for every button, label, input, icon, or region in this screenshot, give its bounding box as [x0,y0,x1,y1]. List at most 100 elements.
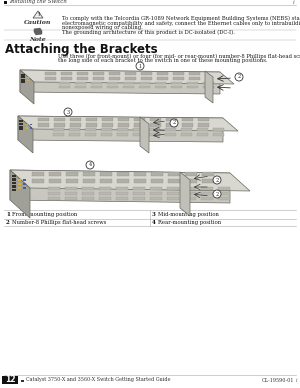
Bar [149,128,160,131]
Bar [116,187,128,190]
Bar [198,118,209,121]
Bar [48,187,60,190]
Bar [18,187,20,189]
Polygon shape [20,70,234,84]
Text: Number-8 Phillips flat-head screws: Number-8 Phillips flat-head screws [12,220,106,225]
Text: 12: 12 [5,376,15,385]
Bar [218,192,230,195]
Bar [133,192,145,195]
Bar [139,81,150,84]
Bar [18,183,20,185]
Bar [54,123,65,126]
Bar [133,128,144,131]
Bar [184,197,196,200]
Bar [32,178,44,183]
Bar [181,132,192,135]
Bar [151,171,163,176]
Text: To comply with the Telcordia GR-1089 Network Equipment Building Systems (NEBS) s: To comply with the Telcordia GR-1089 Net… [62,16,300,21]
Bar [213,132,224,135]
Bar [171,85,182,88]
Circle shape [64,108,72,116]
Text: electromagnetic compatibility and safety, connect the Ethernet cables only to in: electromagnetic compatibility and safety… [62,21,300,26]
Bar [66,178,78,183]
Bar [53,132,64,135]
Circle shape [213,176,221,184]
Bar [141,72,152,75]
Bar [117,132,128,135]
Bar [189,72,200,75]
Bar [83,178,95,183]
Bar [185,178,197,183]
Bar [123,81,134,84]
Bar [19,128,22,130]
Bar [134,171,146,176]
Bar [91,85,102,88]
Bar [203,85,214,88]
Bar [107,81,118,84]
Bar [117,128,128,131]
Text: 1: 1 [6,212,10,217]
Bar [165,132,176,135]
Bar [65,192,77,195]
Bar [100,171,112,176]
Bar [11,189,16,191]
Bar [117,178,129,183]
Circle shape [86,161,94,169]
Bar [48,197,60,200]
Bar [133,187,145,190]
Text: The grounding architecture of this product is DC-isolated (DC-I).: The grounding architecture of this produ… [62,30,235,35]
Bar [213,128,224,131]
Bar [189,77,200,80]
Bar [150,192,162,195]
Bar [38,118,49,121]
Bar [26,124,28,125]
Bar [155,85,166,88]
Text: Mid-mounting position: Mid-mounting position [158,212,219,217]
Bar [93,72,104,75]
Polygon shape [205,71,213,103]
Bar [19,123,22,125]
Text: nonexposed wiring or cabling.: nonexposed wiring or cabling. [62,25,143,30]
Bar [26,127,28,128]
Bar [187,81,198,84]
Bar [77,77,88,80]
Bar [82,192,94,195]
Bar [134,123,145,126]
Bar [61,72,72,75]
Polygon shape [18,116,33,153]
Bar [202,178,214,183]
Bar [102,118,113,121]
Bar [125,77,136,80]
Bar [19,125,22,128]
Bar [19,120,22,122]
Bar [83,171,95,176]
Bar [86,123,97,126]
Bar [157,77,168,80]
Bar [49,178,61,183]
Polygon shape [33,11,43,18]
Bar [61,77,72,80]
Bar [4,0,7,3]
Bar [116,197,128,200]
Bar [11,182,16,184]
Bar [123,85,134,88]
Bar [157,72,168,75]
Bar [184,187,196,190]
Polygon shape [18,116,238,131]
Text: Caution: Caution [24,21,52,26]
Circle shape [170,119,178,127]
Text: i: i [296,378,297,383]
Bar [49,171,61,176]
Bar [202,171,214,176]
Bar [85,132,96,135]
Bar [91,81,102,84]
Bar [117,171,129,176]
Bar [173,72,184,75]
Bar [184,192,196,195]
Bar [75,81,86,84]
Bar [150,123,161,126]
Polygon shape [34,28,42,35]
Polygon shape [10,170,250,191]
Bar [218,187,230,190]
Bar [155,81,166,84]
